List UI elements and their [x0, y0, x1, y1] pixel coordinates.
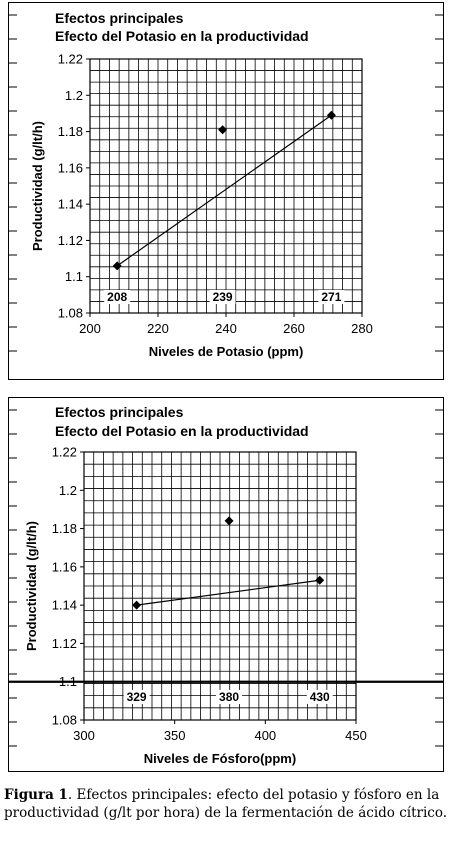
- data-point: [224, 516, 234, 526]
- data-point: [112, 261, 122, 271]
- y-tick-label: 1.08: [58, 306, 83, 321]
- x-tick-label: 280: [351, 321, 373, 336]
- y-tick-label: 1.14: [52, 598, 77, 613]
- y-tick-label: 1.2: [59, 483, 77, 498]
- chart-title: Efectos principales: [55, 404, 184, 420]
- chart-panel-fosforo: Efectos principales Efecto del Potasio e…: [8, 397, 444, 772]
- figure-caption: Figura 1. Efectos principales: efecto de…: [4, 786, 456, 822]
- chart-panel-potasio: Efectos principales Efecto del Potasio e…: [8, 2, 444, 380]
- annotation-backdrop: [104, 290, 131, 304]
- chart-subtitle: Efecto del Potasio en la productividad: [55, 423, 309, 439]
- y-tick-label: 1.12: [58, 233, 83, 248]
- trend-line: [136, 579, 320, 606]
- y-tick-label: 1.1: [65, 269, 83, 284]
- annotation-backdrop: [209, 290, 236, 304]
- data-point: [326, 110, 336, 120]
- y-tick-label: 1.1: [59, 674, 77, 689]
- point-annotation: 329: [127, 690, 147, 704]
- annotation-backdrop: [318, 290, 345, 304]
- x-tick-label: 300: [73, 728, 95, 743]
- x-tick-label: 400: [254, 728, 276, 743]
- x-tick-label: 350: [164, 728, 186, 743]
- x-axis-label: Niveles de Fósforo(ppm): [144, 751, 296, 766]
- y-tick-label: 1.12: [52, 636, 77, 651]
- chart-subtitle: Efecto del Potasio en la productividad: [55, 28, 309, 44]
- y-axis-label: Productividad (g/lt/h): [24, 521, 39, 651]
- y-axis-label: Productividad (g/lt/h): [30, 121, 45, 251]
- x-tick-label: 240: [215, 321, 237, 336]
- x-tick-label: 200: [79, 321, 101, 336]
- point-annotation: 271: [321, 290, 341, 304]
- y-tick-label: 1.22: [52, 445, 77, 460]
- data-point: [315, 575, 325, 585]
- y-tick-label: 1.14: [58, 197, 83, 212]
- chart-title: Efectos principales: [55, 10, 184, 26]
- y-tick-label: 1.18: [58, 124, 83, 139]
- y-tick-label: 1.18: [52, 521, 77, 536]
- point-annotation: 239: [213, 290, 233, 304]
- point-annotation: 430: [310, 690, 330, 704]
- chart-potasio: 1.08 1.1 1.12 1.14 1.16 1.18 1.2 1.22 200 220 240 2…: [9, 14, 443, 359]
- data-point: [218, 125, 228, 135]
- x-tick-label: 220: [147, 321, 169, 336]
- annotation-backdrop: [216, 690, 243, 704]
- caption-text: . Efectos principales: efecto del potasi…: [4, 787, 448, 821]
- annotation-backdrop: [306, 690, 333, 704]
- caption-lead: Figura 1: [4, 787, 68, 803]
- point-annotation: 208: [107, 290, 127, 304]
- data-point: [132, 600, 142, 610]
- x-axis-label: Niveles de Potasio (ppm): [149, 344, 304, 359]
- y-tick-label: 1.16: [52, 559, 77, 574]
- x-tick-label: 450: [345, 728, 367, 743]
- y-tick-label: 1.2: [65, 88, 83, 103]
- y-tick-label: 1.22: [58, 52, 83, 67]
- x-tick-label: 260: [283, 321, 305, 336]
- y-tick-label: 1.16: [58, 160, 83, 175]
- plot-area: [83, 451, 357, 721]
- chart-fosforo: 1.08 1.1 1.12 1.14 1.16 1.18 1.2 1.22 300 350 400 4…: [9, 409, 443, 766]
- y-tick-label: 1.08: [52, 713, 77, 728]
- trend-line: [116, 114, 332, 267]
- annotation-backdrop: [123, 690, 150, 704]
- point-annotation: 380: [219, 690, 239, 704]
